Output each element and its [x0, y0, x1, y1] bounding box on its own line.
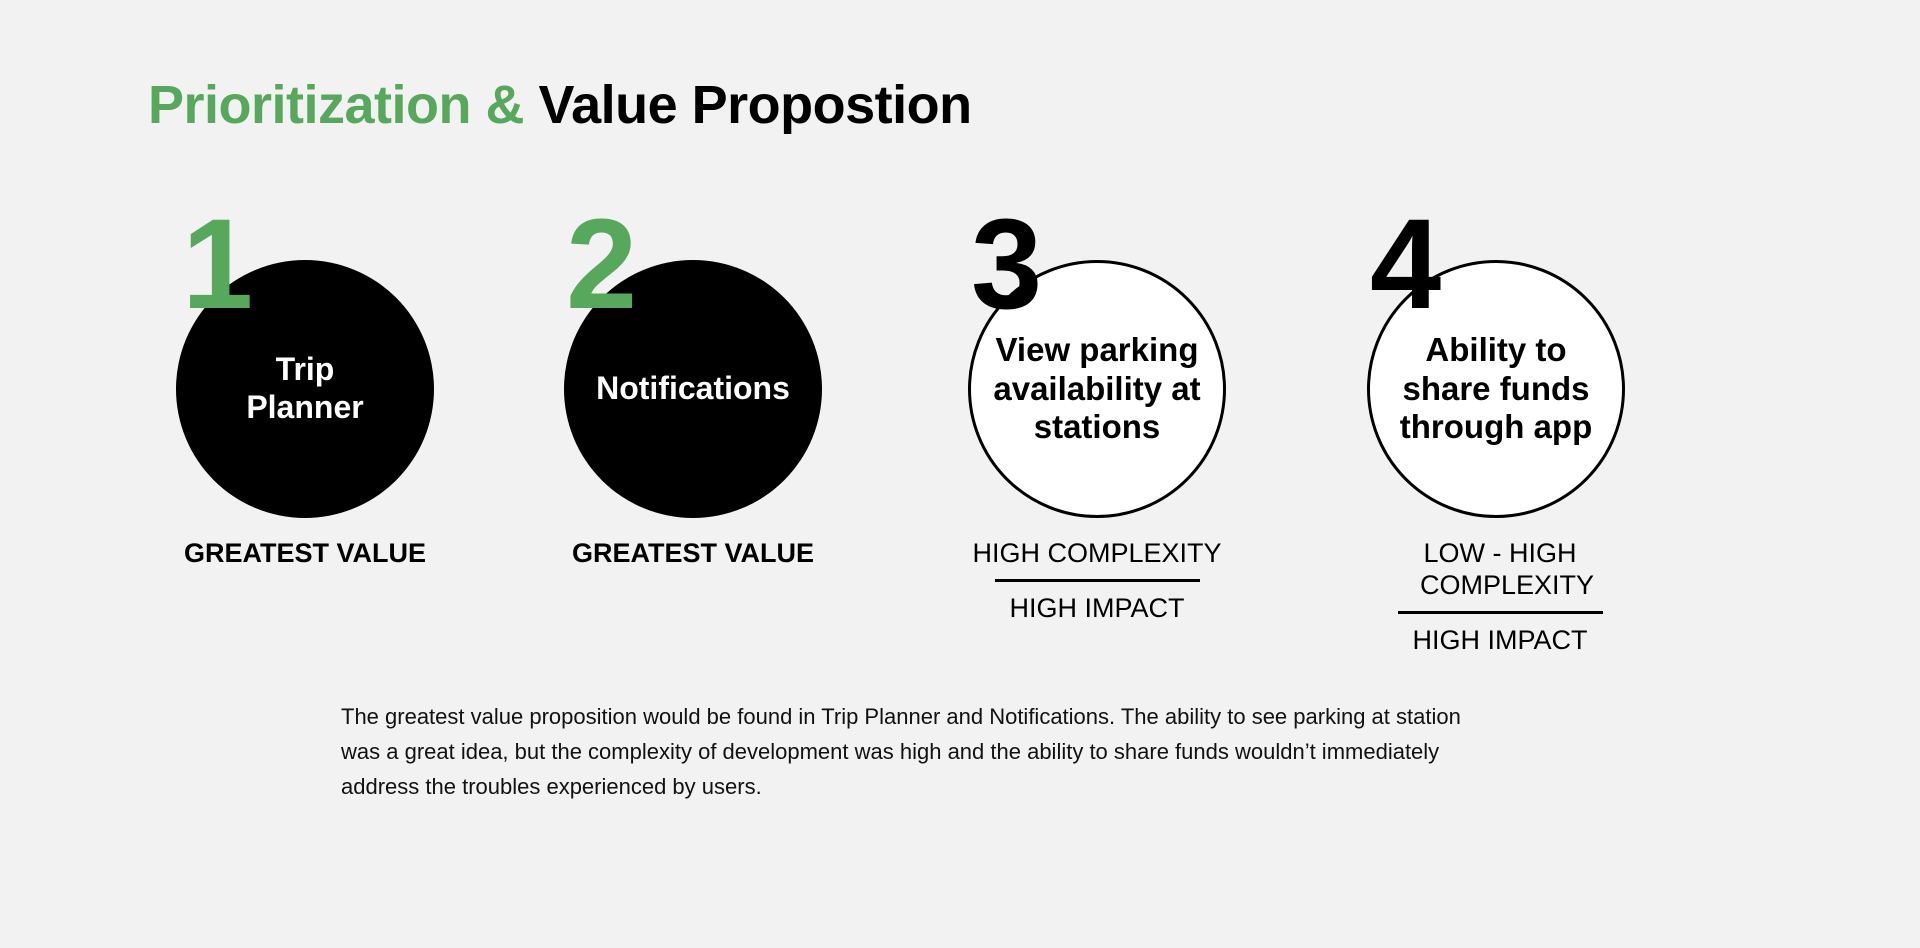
title-value-proposition: Value Propostion — [538, 75, 973, 135]
priority-item-3: 3 View parking availability at stations … — [968, 0, 1368, 700]
priority-impact-3: HIGH IMPACT — [1009, 593, 1185, 623]
title-prioritization: Prioritization & — [148, 75, 525, 135]
page-title: Prioritization & Value Propostion — [148, 70, 972, 140]
priority-item-1: 1 Trip Planner GREATEST VALUE — [176, 0, 576, 700]
priority-label-1: Trip Planner — [246, 351, 364, 425]
priority-complexity-3: HIGH COMPLEXITY — [972, 538, 1222, 568]
priority-impact-4: HIGH IMPACT — [1412, 625, 1588, 655]
priority-label-4: Ability to share funds through app — [1399, 330, 1593, 446]
priority-circle-4: Ability to share funds through app — [1367, 260, 1625, 518]
fraction-divider-3 — [994, 579, 1200, 582]
description-text: The greatest value proposition would be … — [341, 704, 1461, 799]
priority-fraction-3: HIGH COMPLEXITY HIGH IMPACT — [947, 537, 1247, 624]
priority-label-3: View parking availability at stations — [993, 330, 1201, 446]
priority-item-4: 4 Ability to share funds through app LOW… — [1367, 0, 1767, 700]
priority-item-2: 2 Notifications GREATEST VALUE — [564, 0, 964, 700]
priority-circle-2: Notifications — [564, 260, 822, 518]
priority-fraction-4: LOW - HIGH COMPLEXITY HIGH IMPACT — [1350, 537, 1650, 656]
priority-value-label-1: GREATEST VALUE — [183, 538, 426, 568]
priority-circle-1: Trip Planner — [176, 260, 434, 518]
priority-complexity-4: LOW - HIGH COMPLEXITY — [1420, 538, 1595, 600]
fraction-divider-4 — [1397, 611, 1603, 614]
priority-label-2: Notifications — [596, 370, 790, 407]
priority-value-label-2: GREATEST VALUE — [571, 538, 814, 568]
priority-circle-3: View parking availability at stations — [968, 260, 1226, 518]
